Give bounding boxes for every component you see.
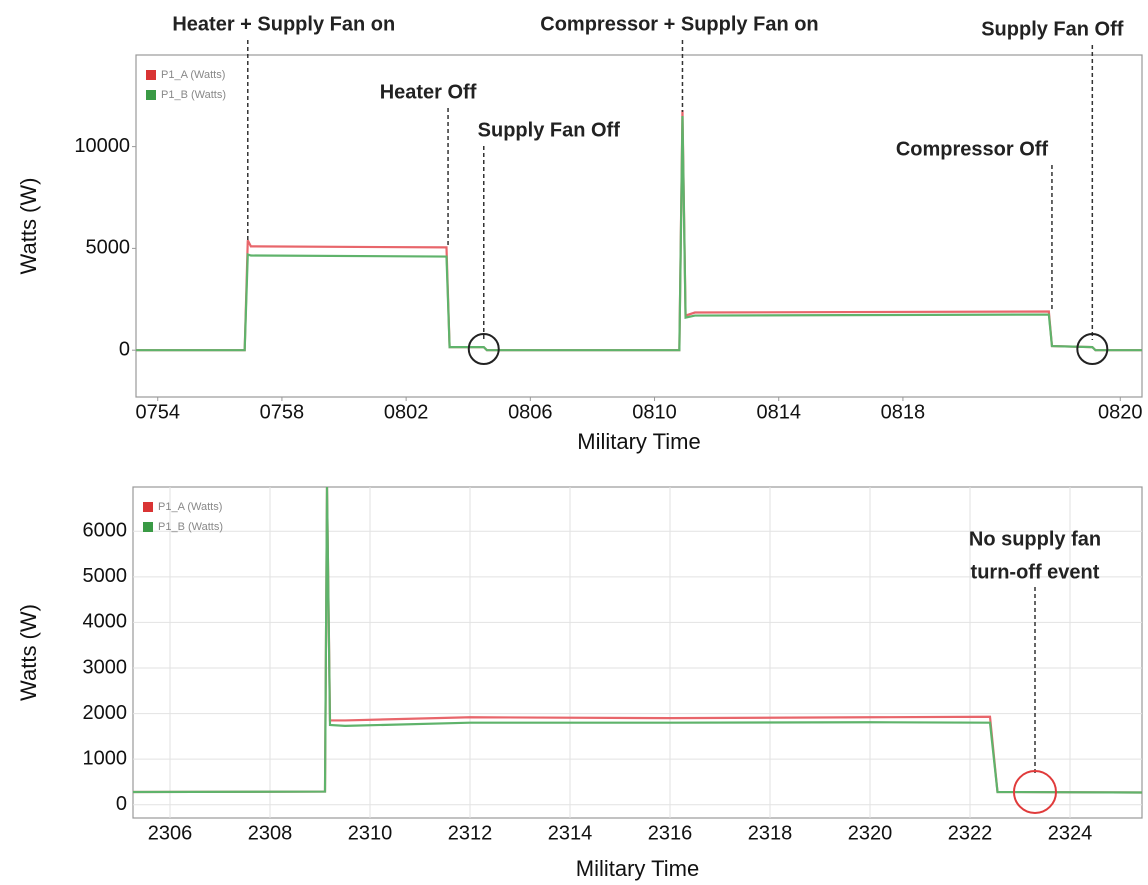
x-tick-label: 2322 [948, 822, 993, 844]
y-tick-label: 5000 [86, 237, 131, 259]
x-axis-label: Military Time [577, 429, 700, 454]
x-tick-label: 2308 [248, 822, 293, 844]
legend-label: P1_B (Watts) [158, 521, 223, 533]
x-tick-label: 0814 [756, 401, 801, 423]
y-tick-label: 2000 [83, 702, 128, 724]
plot-area [135, 54, 1143, 398]
y-tick-label: 3000 [83, 656, 128, 678]
y-tick-label: 4000 [83, 611, 128, 633]
legend-label: P1_A (Watts) [161, 69, 225, 81]
y-axis-label: Watts (W) [16, 178, 41, 275]
x-tick-label: 0818 [881, 401, 926, 423]
annotation-text: turn-off event [971, 561, 1100, 583]
series-line [136, 116, 1142, 352]
annotation-text: Heater + Supply Fan on [172, 13, 395, 35]
y-tick-label: 0 [119, 338, 130, 360]
annotation-text: Compressor + Supply Fan on [540, 13, 818, 35]
x-axis-label: Military Time [576, 856, 699, 881]
legend-swatch [146, 90, 156, 100]
x-tick-label: 2324 [1048, 822, 1093, 844]
highlight-circle [467, 333, 500, 365]
legend-swatch [143, 522, 153, 532]
plot-area [132, 486, 1143, 819]
x-tick-label: 2316 [648, 822, 693, 844]
x-tick-label: 0810 [632, 401, 677, 423]
x-tick-label: 2314 [548, 822, 593, 844]
x-tick-label: 2318 [748, 822, 793, 844]
legend-swatch [143, 502, 153, 512]
y-tick-label: 6000 [83, 520, 128, 542]
series-group [133, 487, 1142, 794]
x-tick-label: 2320 [848, 822, 893, 844]
y-axis-label: Watts (W) [16, 604, 41, 701]
legend-label: P1_B (Watts) [161, 89, 226, 101]
highlight-circle [1076, 333, 1109, 365]
x-tick-label: 0758 [260, 401, 305, 423]
y-tick-label: 0 [116, 793, 127, 815]
annotation-text: Heater Off [380, 81, 477, 103]
y-tick-label: 5000 [83, 565, 128, 587]
x-tick-label: 0806 [508, 401, 553, 423]
x-tick-label: 2310 [348, 822, 393, 844]
legend-swatch [146, 70, 156, 80]
series-group [136, 109, 1142, 352]
x-tick-label: 2306 [148, 822, 193, 844]
x-tick-label: 2312 [448, 822, 493, 844]
annotation-text: Supply Fan Off [478, 119, 621, 141]
annotation-text: Supply Fan Off [981, 18, 1124, 40]
highlight-circle [1013, 770, 1057, 814]
y-tick-label: 1000 [83, 747, 128, 769]
annotation-text: No supply fan [969, 528, 1101, 550]
series-line [133, 487, 1142, 794]
x-tick-label: 0820 [1098, 401, 1143, 423]
x-tick-label: 0754 [135, 401, 180, 423]
y-tick-label: 10000 [74, 135, 130, 157]
annotation-text: Compressor Off [896, 138, 1049, 160]
legend-label: P1_A (Watts) [158, 501, 222, 513]
x-tick-label: 0802 [384, 401, 429, 423]
